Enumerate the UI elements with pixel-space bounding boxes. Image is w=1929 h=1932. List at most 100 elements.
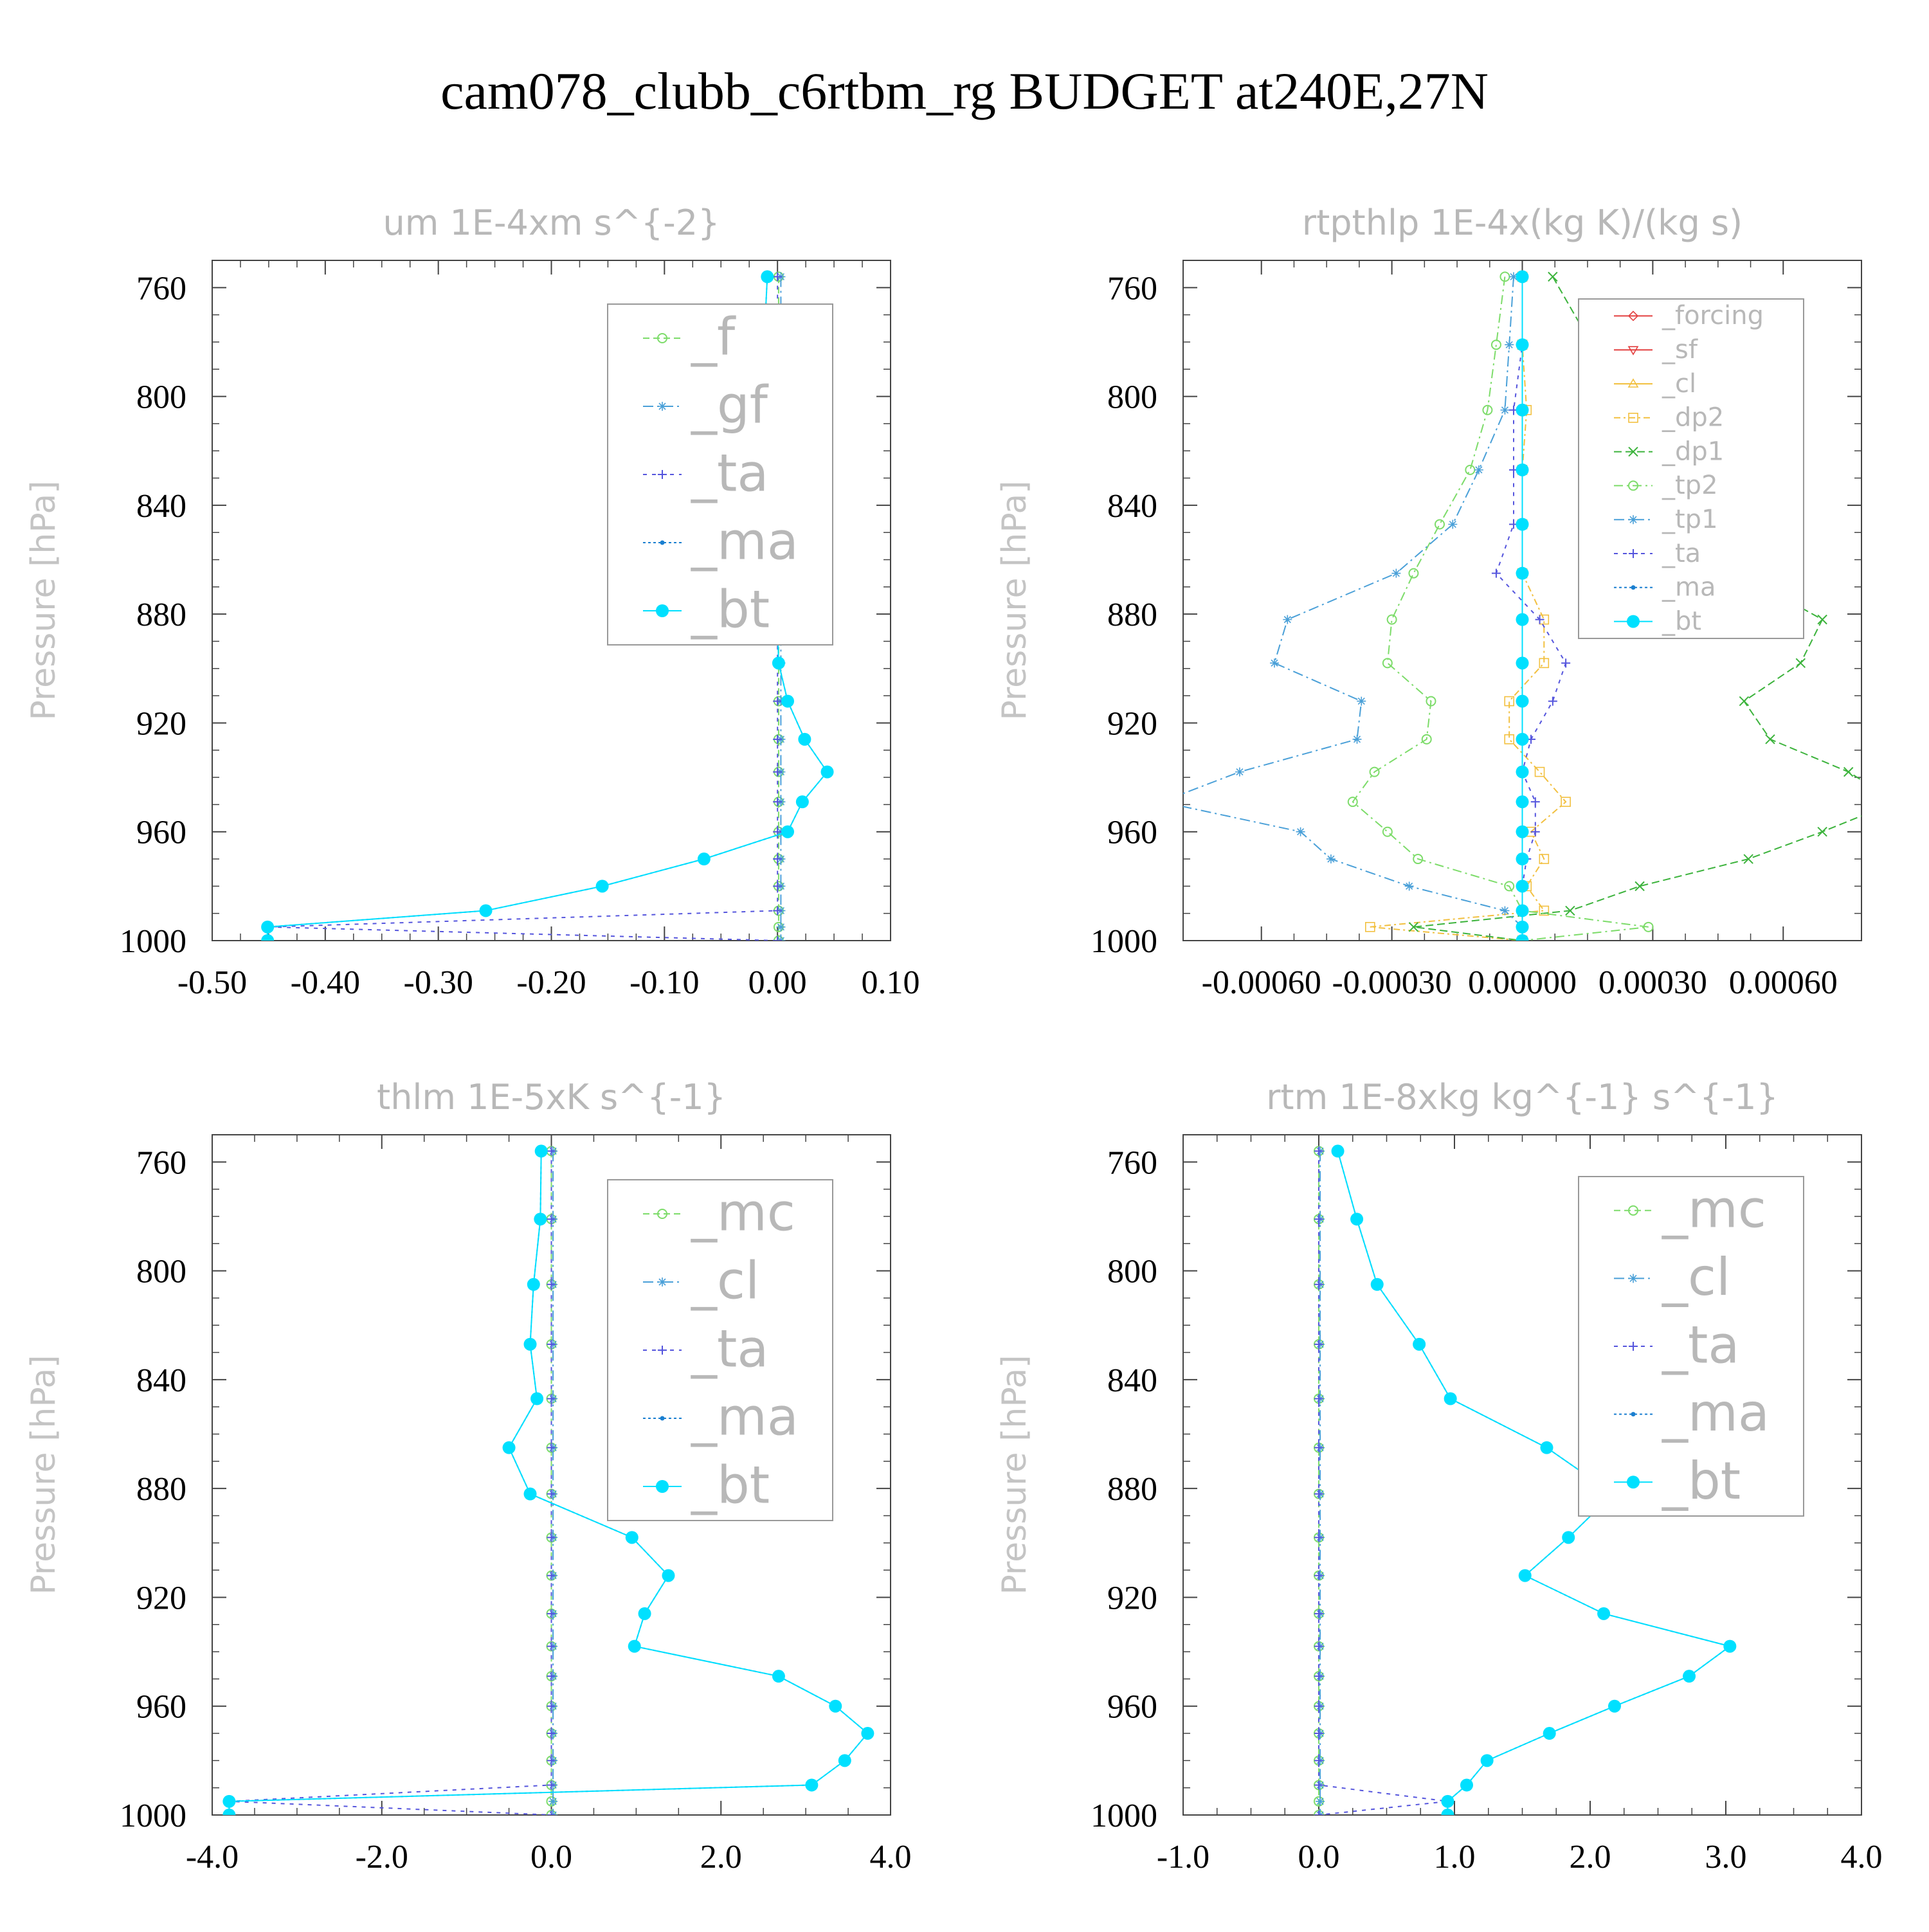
data-point [547, 1146, 556, 1156]
data-point [1460, 1778, 1473, 1792]
data-point [1369, 766, 1380, 777]
x-tick-label: 3.0 [1705, 1839, 1747, 1875]
data-point [1608, 1699, 1621, 1713]
data-point [1530, 797, 1540, 807]
y-tick-label: 840 [1107, 488, 1157, 525]
series-cl [548, 1146, 558, 1815]
data-point [1365, 922, 1375, 932]
data-point [547, 1571, 556, 1580]
data-point [479, 904, 493, 917]
data-point [547, 1810, 556, 1815]
data-point [776, 922, 786, 932]
data-point [1516, 904, 1529, 917]
data-point [1534, 766, 1545, 777]
legend-marker [1627, 1476, 1640, 1489]
data-point [1516, 795, 1529, 809]
legend-marker [1627, 615, 1640, 628]
data-point [547, 1489, 556, 1499]
data-point [1500, 405, 1510, 415]
data-point [1739, 696, 1750, 707]
y-tick-label: 800 [1107, 1254, 1157, 1290]
data-point [1548, 696, 1557, 706]
data-point [1465, 464, 1476, 475]
data-point [1516, 920, 1529, 934]
data-point [761, 270, 774, 284]
data-point [1643, 921, 1654, 932]
data-point [1518, 1569, 1532, 1582]
data-point [1743, 854, 1753, 864]
data-point [1516, 566, 1529, 580]
legend-marker [658, 1346, 667, 1355]
legend: _f _gf _ta _ma _bt [607, 303, 833, 646]
data-point [261, 920, 275, 934]
legend-marker [1629, 549, 1638, 558]
data-point [261, 934, 275, 941]
data-point [1516, 656, 1529, 670]
series-line [1413, 276, 1861, 941]
y-tick-label: 760 [136, 1144, 186, 1181]
data-point [1530, 827, 1540, 836]
data-point [1516, 518, 1529, 531]
data-point [547, 1780, 556, 1790]
data-point [773, 854, 783, 864]
data-point [1357, 696, 1366, 706]
data-point [1296, 827, 1305, 836]
data-point [1516, 403, 1529, 417]
legend-marker [1628, 446, 1638, 457]
legend-label: _mc [1662, 1179, 1766, 1239]
series-line [1495, 276, 1567, 941]
data-point [1500, 906, 1510, 916]
y-tick-label: 1000 [1091, 1798, 1157, 1834]
figure-title: cam078_clubb_c6rtbm_rg BUDGET at240E,27N [440, 62, 1489, 120]
data-point [1765, 734, 1775, 745]
data-point [1480, 1754, 1494, 1767]
data-point [1314, 1533, 1323, 1542]
data-point [523, 1337, 537, 1351]
series-ta [1314, 1146, 1453, 1815]
data-point [1314, 1443, 1323, 1452]
data-point [773, 906, 783, 916]
data-point [1314, 1756, 1323, 1765]
data-point [1314, 1571, 1323, 1580]
series-bt [222, 1144, 874, 1815]
panel-title: rtpthlp 1E-4x(kg K)/(kg s) [1302, 203, 1743, 243]
series-line [1318, 1151, 1448, 1815]
data-point [222, 1794, 236, 1808]
chart-panel-1: -0.50 -0.40 -0.30 -0.20 -0.10 0.00 0.10 760 800 8… [24, 203, 920, 1001]
data-point [1482, 404, 1493, 415]
x-tick-label: -0.00060 [1202, 964, 1321, 1001]
series-bt [1516, 270, 1529, 941]
data-point [697, 853, 711, 866]
x-tick-label: 0.00060 [1729, 964, 1838, 1001]
data-point [547, 1672, 556, 1681]
data-point [1516, 463, 1529, 476]
legend: _forcing _sf _cl _dp2 _dp1 _tp2 _tp1 _ta _ma _bt [1578, 298, 1804, 639]
data-point [773, 734, 783, 744]
data-point [1316, 1796, 1325, 1806]
data-point [1448, 519, 1458, 529]
legend: _mc _cl _ta _ma _bt [607, 1179, 833, 1521]
data-point [1548, 271, 1558, 282]
data-point [1314, 1339, 1323, 1349]
data-point [795, 795, 809, 809]
x-tick-label: -1.0 [1157, 1839, 1209, 1875]
data-point [1504, 696, 1515, 707]
data-point [1408, 922, 1419, 932]
data-point [1535, 615, 1544, 624]
data-point [773, 696, 783, 706]
data-point [1426, 696, 1436, 707]
legend-label: _bt [691, 580, 770, 640]
data-point [1540, 1441, 1553, 1454]
chart-panel-4: -1.0 0.0 1.0 2.0 3.0 4.0 760 800 840 880 920 960 100… [995, 1077, 1883, 1875]
y-axis-label: Pressure [hPa] [24, 1355, 63, 1595]
data-point [772, 1670, 785, 1683]
data-point [1435, 519, 1445, 530]
x-tick-label: 0.0 [1298, 1839, 1340, 1875]
x-tick-label: -0.40 [291, 964, 360, 1001]
data-point [1565, 905, 1575, 916]
data-point [773, 881, 783, 891]
data-point [1561, 658, 1571, 668]
data-point [547, 1729, 556, 1738]
data-point [773, 272, 783, 282]
y-tick-label: 840 [136, 488, 186, 525]
